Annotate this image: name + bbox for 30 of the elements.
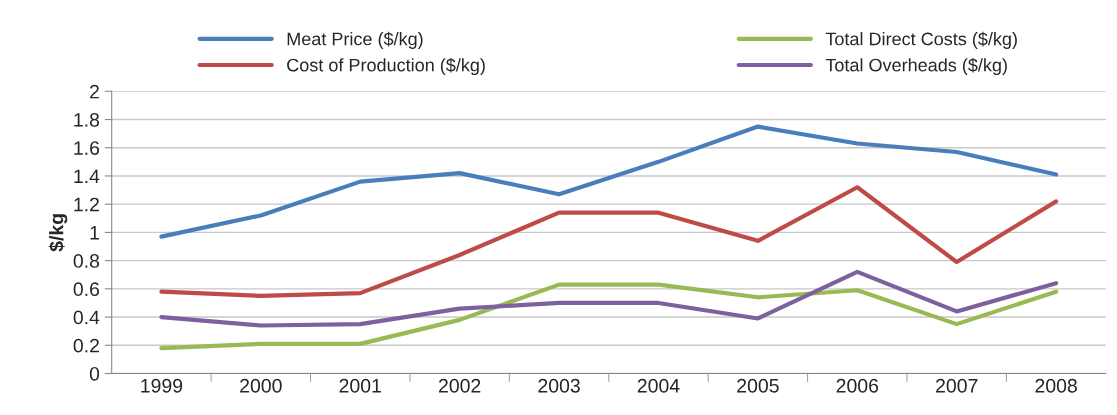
legend-label: Total Direct Costs ($/kg) (825, 31, 1017, 49)
x-tick-label: 2000 (240, 378, 282, 393)
x-tick-label: 2002 (439, 378, 481, 393)
x-tick-label: 2004 (637, 378, 680, 393)
line-series (159, 124, 1059, 239)
y-tick-label: 1.6 (74, 141, 100, 155)
y-tick-label: 0.6 (73, 282, 100, 297)
y-tick-label: 1 (90, 226, 99, 240)
y-tick-label: 0.2 (73, 338, 99, 353)
y-axis-title: $/kg (48, 214, 68, 252)
line-series (159, 185, 1059, 298)
y-tick-label: 1.2 (74, 197, 99, 212)
legend-label: Meat Price ($/kg) (287, 31, 423, 49)
y-tick-label: 0 (89, 366, 100, 381)
line-series (159, 269, 1059, 328)
x-tick-label: 2006 (836, 378, 879, 393)
x-tick-label: 2008 (1035, 378, 1077, 393)
x-tick-label: 2007 (936, 378, 978, 393)
legend-label: Total Overheads ($/kg) (825, 57, 1007, 76)
y-tick-label: 1.8 (74, 112, 100, 127)
x-tick-label: 2001 (339, 378, 381, 393)
y-tick-label: 1.4 (74, 169, 100, 184)
line-series (159, 282, 1059, 351)
x-tick-label: 2005 (737, 378, 779, 393)
y-tick-label: 0.4 (73, 310, 100, 325)
y-tick-label: 2 (90, 84, 99, 99)
y-tick-label: 0.8 (73, 254, 100, 268)
legend-label: Cost of Production ($/kg) (287, 57, 485, 76)
x-tick-label: 2003 (538, 378, 580, 393)
x-tick-label: 1999 (141, 378, 183, 393)
